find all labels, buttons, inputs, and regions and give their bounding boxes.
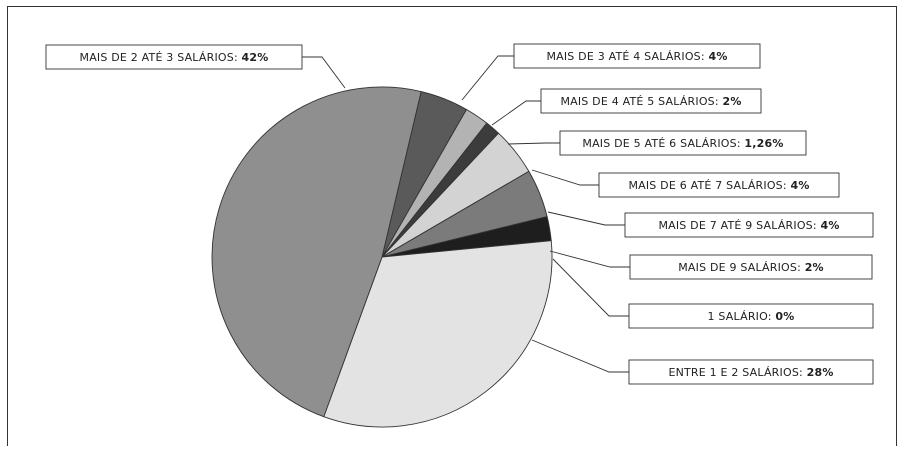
leader-line-5 — [549, 250, 630, 268]
slice-label-value: 4% — [820, 219, 839, 232]
slice-label-8: MAIS DE 2 ATÉ 3 SALÁRIOS: 42% — [45, 44, 303, 70]
slice-label-5: MAIS DE 9 SALÁRIOS: 2% — [629, 254, 873, 280]
slice-label-box — [628, 303, 874, 329]
slice-label-4: MAIS DE 7 ATÉ 9 SALÁRIOS: 4% — [624, 212, 874, 238]
slice-label-1: MAIS DE 4 ATÉ 5 SALÁRIOS: 2% — [540, 88, 762, 114]
leader-line-2 — [507, 142, 560, 145]
slice-label-box — [598, 172, 840, 198]
leader-line-0 — [461, 55, 514, 101]
leader-line-4 — [547, 211, 625, 226]
slice-label-category: MAIS DE 9 SALÁRIOS: — [678, 261, 805, 274]
slice-label-category: 1 SALÁRIO: — [708, 310, 776, 323]
slice-label-category: MAIS DE 2 ATÉ 3 SALÁRIOS: — [80, 51, 242, 64]
slice-label-value: 42% — [242, 51, 269, 64]
leader-line-3 — [531, 169, 599, 186]
slice-label-value: 28% — [807, 366, 834, 379]
slice-label-2: MAIS DE 5 ATÉ 6 SALÁRIOS: 1,26% — [559, 130, 807, 156]
slice-label-category: MAIS DE 3 ATÉ 4 SALÁRIOS: — [546, 50, 708, 63]
leader-line-8 — [302, 56, 346, 89]
slice-label-7: ENTRE 1 E 2 SALÁRIOS: 28% — [628, 359, 874, 385]
pie-slice-7 — [323, 240, 553, 428]
slice-label-value: 4% — [708, 50, 727, 63]
slice-label-text: 1 SALÁRIO: 0% — [708, 310, 795, 323]
slice-label-3: MAIS DE 6 ATÉ 7 SALÁRIOS: 4% — [598, 172, 840, 198]
slice-label-value: 2% — [722, 95, 741, 108]
leader-line-6 — [552, 258, 629, 317]
chart-frame — [7, 6, 897, 446]
slice-label-text: MAIS DE 6 ATÉ 7 SALÁRIOS: 4% — [628, 179, 809, 192]
slice-label-text: ENTRE 1 E 2 SALÁRIOS: 28% — [668, 366, 833, 379]
slice-label-box — [628, 359, 874, 385]
slice-label-category: MAIS DE 6 ATÉ 7 SALÁRIOS: — [628, 179, 790, 192]
slice-label-category: MAIS DE 5 ATÉ 6 SALÁRIOS: — [582, 137, 744, 150]
slice-label-text: MAIS DE 2 ATÉ 3 SALÁRIOS: 42% — [80, 51, 269, 64]
slice-label-category: MAIS DE 4 ATÉ 5 SALÁRIOS: — [560, 95, 722, 108]
slice-label-text: MAIS DE 3 ATÉ 4 SALÁRIOS: 4% — [546, 50, 727, 63]
slice-label-box — [624, 212, 874, 238]
slice-label-text: MAIS DE 4 ATÉ 5 SALÁRIOS: 2% — [560, 95, 741, 108]
slice-label-category: ENTRE 1 E 2 SALÁRIOS: — [668, 366, 806, 379]
slice-label-text: MAIS DE 9 SALÁRIOS: 2% — [678, 261, 824, 274]
pie-slice-8 — [211, 86, 422, 418]
slice-label-box — [45, 44, 303, 70]
slice-label-value: 1,26% — [744, 137, 783, 150]
slice-label-category: MAIS DE 7 ATÉ 9 SALÁRIOS: — [658, 219, 820, 232]
slice-label-text: MAIS DE 7 ATÉ 9 SALÁRIOS: 4% — [658, 219, 839, 232]
leader-line-7 — [531, 339, 629, 373]
slice-label-value: 0% — [775, 310, 794, 323]
slice-label-text: MAIS DE 5 ATÉ 6 SALÁRIOS: 1,26% — [582, 137, 783, 150]
slice-label-value: 2% — [805, 261, 824, 274]
leader-line-1 — [491, 100, 541, 126]
slice-label-box — [540, 88, 762, 114]
slice-label-box — [629, 254, 873, 280]
slice-label-0: MAIS DE 3 ATÉ 4 SALÁRIOS: 4% — [513, 43, 761, 69]
slice-label-6: 1 SALÁRIO: 0% — [628, 303, 874, 329]
slice-label-box — [513, 43, 761, 69]
slice-label-box — [559, 130, 807, 156]
slice-label-value: 4% — [790, 179, 809, 192]
